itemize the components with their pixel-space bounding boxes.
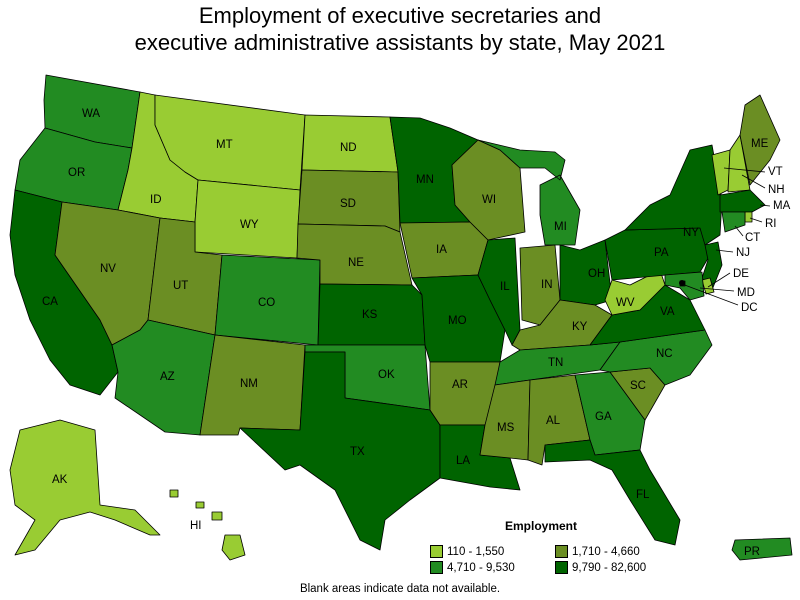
label-nm: NM	[240, 378, 258, 390]
label-sc: SC	[630, 380, 646, 392]
label-ut: UT	[173, 280, 188, 292]
label-wa: WA	[82, 108, 100, 120]
state-pr[interactable]	[731, 537, 793, 561]
legend-label-4: 9,790 - 82,600	[572, 561, 647, 574]
label-mn: MN	[416, 174, 434, 186]
legend-item-2: 1,710 - 4,660	[555, 545, 640, 558]
label-ct: CT	[745, 232, 760, 244]
label-mo: MO	[448, 315, 467, 327]
label-wy: WY	[240, 219, 259, 231]
label-vt: VT	[768, 166, 783, 178]
label-sd: SD	[340, 198, 356, 210]
state-mi[interactable]	[477, 139, 581, 246]
label-ar: AR	[452, 379, 468, 391]
label-mt: MT	[216, 139, 233, 151]
label-dc: DC	[741, 302, 758, 314]
legend-label-2: 1,710 - 4,660	[572, 545, 640, 558]
label-ne: NE	[348, 257, 364, 269]
legend-swatch-3	[430, 561, 443, 574]
label-de: DE	[733, 268, 749, 280]
legend-item-1: 110 - 1,550	[430, 545, 504, 558]
map-title-line1: Employment of executive secretaries and	[198, 3, 602, 28]
legend-item-4: 9,790 - 82,600	[555, 561, 646, 574]
state-de[interactable]	[701, 277, 715, 295]
label-ia: IA	[436, 244, 447, 256]
label-ok: OK	[378, 369, 395, 381]
legend-swatch-2	[555, 545, 568, 558]
state-il[interactable]	[477, 237, 521, 346]
label-tn: TN	[548, 357, 563, 369]
label-ak: AK	[52, 474, 68, 486]
label-la: LA	[456, 455, 470, 467]
state-ct[interactable]	[721, 211, 746, 233]
label-or: OR	[68, 167, 85, 179]
label-va: VA	[660, 306, 675, 318]
label-ri: RI	[765, 218, 777, 230]
label-ny: NY	[683, 227, 699, 239]
label-nv: NV	[100, 263, 116, 275]
state-ma[interactable]	[719, 189, 766, 213]
label-pr: PR	[744, 546, 760, 558]
dc-marker	[679, 280, 685, 286]
label-al: AL	[546, 415, 561, 427]
label-nd: ND	[340, 142, 357, 154]
label-ca: CA	[42, 296, 58, 308]
legend-item-3: 4,710 - 9,530	[430, 561, 515, 574]
label-oh: OH	[588, 268, 605, 280]
legend-title: Employment	[505, 519, 578, 533]
label-hi: HI	[190, 520, 202, 532]
state-wy[interactable]	[194, 179, 301, 259]
label-co: CO	[258, 297, 275, 309]
label-pa: PA	[654, 247, 669, 259]
map-title: Employment of executive secretaries and …	[0, 2, 800, 56]
label-il: IL	[500, 281, 510, 293]
state-hi[interactable]	[169, 489, 246, 561]
label-ks: KS	[362, 309, 378, 321]
label-in: IN	[541, 279, 553, 291]
state-me[interactable]	[739, 94, 781, 186]
label-mi: MI	[554, 221, 567, 233]
label-nj: NJ	[736, 247, 750, 259]
state-wv[interactable]	[604, 269, 666, 316]
us-choropleth-map: WA OR CA ID NV MT WY UT AZ CO NM ND SD N…	[9, 74, 793, 561]
label-ky: KY	[572, 321, 588, 333]
leader-lines	[681, 167, 771, 306]
state-tx[interactable]	[239, 351, 441, 551]
label-md: MD	[737, 287, 755, 299]
label-az: AZ	[160, 371, 175, 383]
map-title-line2: executive administrative assistants by s…	[134, 30, 666, 55]
label-nh: NH	[768, 184, 785, 196]
legend-swatch-1	[430, 545, 443, 558]
label-nc: NC	[656, 348, 673, 360]
legend-label-3: 4,710 - 9,530	[447, 561, 515, 574]
label-ma: MA	[773, 200, 791, 212]
label-ms: MS	[497, 422, 515, 434]
label-fl: FL	[636, 489, 650, 501]
label-me: ME	[751, 138, 769, 150]
state-ak[interactable]	[9, 419, 161, 556]
label-wv: WV	[616, 297, 635, 309]
label-id: ID	[150, 194, 162, 206]
label-wi: WI	[482, 194, 496, 206]
label-tx: TX	[350, 446, 365, 458]
label-ga: GA	[595, 411, 612, 423]
state-fl[interactable]	[544, 439, 681, 546]
state-ri[interactable]	[744, 211, 753, 223]
legend-label-1: 110 - 1,550	[447, 545, 505, 558]
legend-swatch-4	[555, 561, 568, 574]
footer-note: Blank areas indicate data not available.	[299, 583, 501, 595]
